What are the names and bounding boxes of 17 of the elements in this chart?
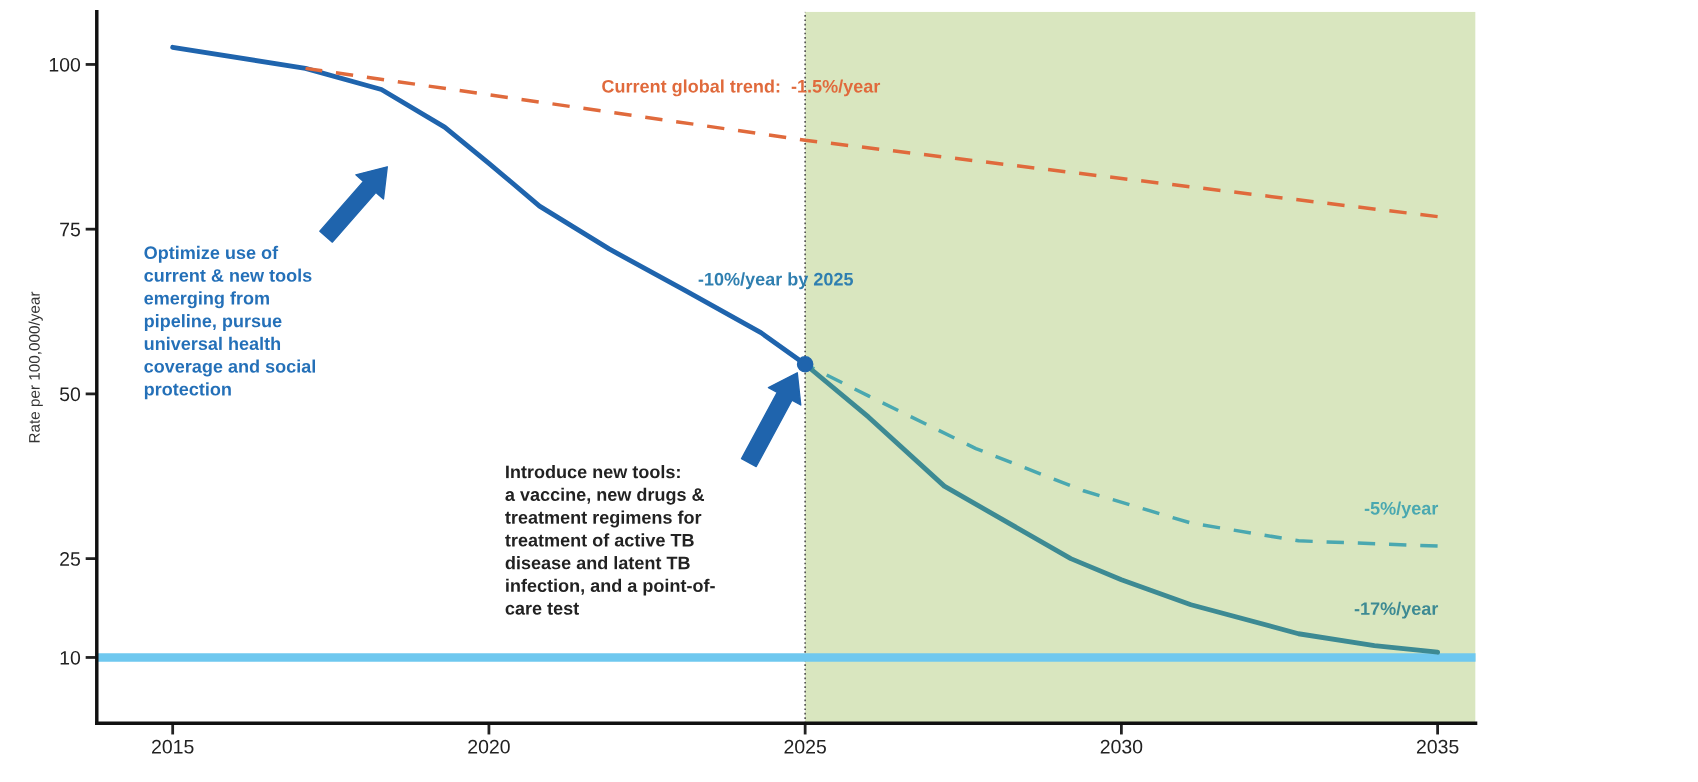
y-tick-label: 10 xyxy=(60,650,81,665)
y-tick-label: 25 xyxy=(60,552,80,566)
y-tick-label: 100 xyxy=(49,57,81,72)
annotation: -10%/year by 2025 xyxy=(698,272,854,290)
x-tick-label: 2025 xyxy=(784,739,826,754)
y-tick-label: 50 xyxy=(59,387,81,402)
annotation: -17%/year xyxy=(1354,601,1439,619)
x-tick-label: 2020 xyxy=(468,739,510,754)
annotation: -5%/year xyxy=(1364,501,1439,519)
y-tick-label: 75 xyxy=(60,222,80,237)
annotation: Introduce new tools: a vaccine, new drugs & treatment regimens for treatment of active TB disease and latent TB infection, and a point-of- care test xyxy=(505,465,715,615)
y-axis-title: Rate per 100,000/year xyxy=(28,291,43,443)
x-tick-label: 2035 xyxy=(1416,739,1459,754)
x-tick-label: 2015 xyxy=(152,739,194,754)
x-tick-label: 2030 xyxy=(1100,739,1143,754)
annotation: Current global trend: -1.5%/year xyxy=(602,79,881,97)
annotation: Optimize use of current & new tools emerging from pipeline, pursue universal health coverage and social protection xyxy=(144,245,315,400)
